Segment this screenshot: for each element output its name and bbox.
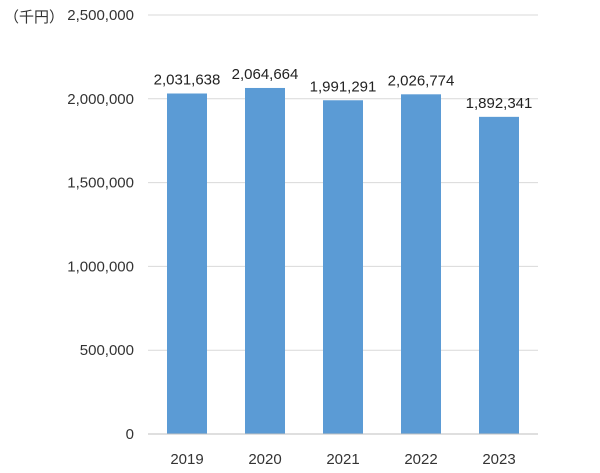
data-label: 1,991,291: [310, 78, 377, 95]
data-label: 2,026,774: [388, 72, 455, 89]
x-tick-label: 2020: [248, 451, 281, 468]
y-tick-label: 1,500,000: [67, 175, 134, 192]
y-tick-label: 2,000,000: [67, 91, 134, 108]
bar: [479, 116, 519, 434]
x-tick-label: 2019: [170, 451, 203, 468]
bar: [323, 100, 363, 434]
data-label: 1,892,341: [466, 95, 533, 112]
y-tick-label: 0: [126, 426, 134, 443]
y-tick-label: 2,500,000: [67, 7, 134, 24]
data-label: 2,031,638: [154, 71, 221, 88]
bar: [167, 93, 207, 435]
bar: [401, 94, 441, 434]
x-tick-label: 2022: [404, 451, 437, 468]
bar: [245, 87, 285, 434]
x-tick-label: 2023: [482, 451, 515, 468]
y-axis-unit-label: （千円）: [4, 8, 65, 26]
y-tick-label: 500,000: [80, 342, 134, 359]
y-tick-label: 1,000,000: [67, 258, 134, 275]
data-label: 2,064,664: [232, 66, 299, 83]
x-tick-label: 2021: [326, 451, 359, 468]
